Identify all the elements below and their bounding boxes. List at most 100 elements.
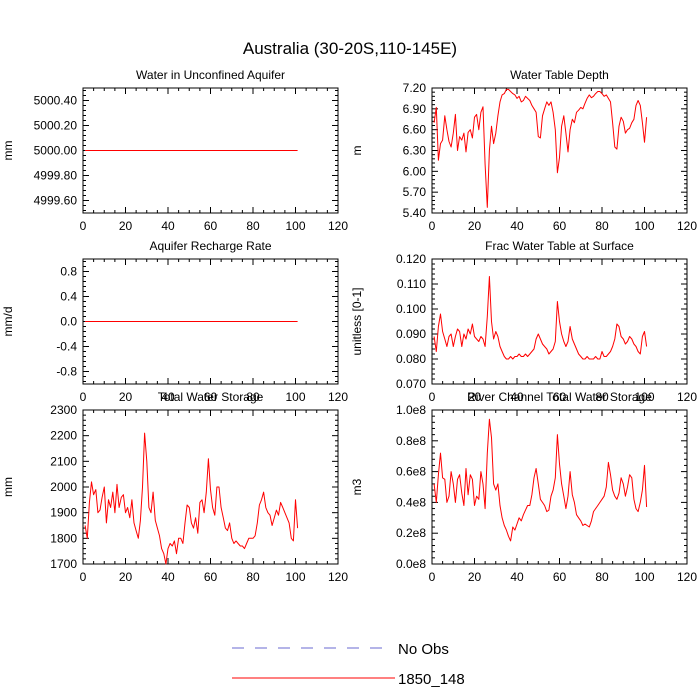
y-tick-label: 6.30 [403, 144, 427, 158]
x-tick-label: 80 [595, 219, 609, 233]
x-tick-label: 20 [468, 570, 482, 584]
y-tick-label: 1.0e8 [396, 403, 426, 417]
x-tick-label: 60 [553, 219, 567, 233]
x-tick-label: 40 [161, 390, 175, 404]
legend-1850-label: 1850_148 [398, 671, 465, 688]
x-tick-label: 100 [634, 390, 654, 404]
panels: Water in Unconfined Aquifer mm 0 20 40 60 80 10… [1, 68, 697, 584]
x-tick-label: 20 [119, 219, 133, 233]
series-line-1850-148 [84, 432, 299, 565]
y-tick-label: 4999.80 [34, 169, 78, 183]
panel-title: Water in Unconfined Aquifer [136, 68, 285, 82]
panel-4: Frac Water Table at Surface unitless [0-1… [350, 239, 697, 404]
x-tick-label: 120 [677, 390, 697, 404]
y-tick-label: -0.4 [56, 340, 77, 354]
x-tick-label: 80 [246, 219, 260, 233]
panel-3: Aquifer Recharge Rate mm/d 0 20 40 60 80 100 120… [1, 239, 348, 404]
x-tick-label: 60 [204, 570, 218, 584]
x-tick-label: 80 [246, 570, 260, 584]
x-tick-label: 0 [80, 390, 87, 404]
y-tick-label: 5000.40 [34, 94, 78, 108]
x-tick-label: 120 [677, 570, 697, 584]
panel-6: River Channel Total Water Storage m3 0 20 40… [350, 390, 697, 584]
y-axis-label: m3 [350, 478, 364, 495]
y-tick-label: 1700 [50, 557, 77, 571]
y-tick-label: 6.90 [403, 102, 427, 116]
y-tick-label: 6.00 [403, 164, 427, 178]
y-tick-label: 5000.00 [34, 144, 78, 158]
x-tick-label: 40 [510, 219, 524, 233]
y-tick-label: 2100 [50, 454, 77, 468]
panel-title: Water Table Depth [510, 68, 609, 82]
x-tick-label: 20 [119, 570, 133, 584]
x-tick-label: 0 [80, 570, 87, 584]
y-tick-label: 0.4e8 [396, 495, 426, 509]
x-tick-label: 60 [204, 219, 218, 233]
y-tick-label: 0.0e8 [396, 557, 426, 571]
y-tick-label: 6.60 [403, 123, 427, 137]
x-tick-label: 60 [553, 570, 567, 584]
y-tick-label: 0.2e8 [396, 526, 426, 540]
y-tick-label: 7.20 [403, 81, 427, 95]
legend: No Obs 1850_148 [232, 641, 465, 688]
x-tick-label: 100 [634, 219, 654, 233]
y-tick-label: 0.080 [396, 352, 426, 366]
x-tick-label: 60 [204, 390, 218, 404]
x-tick-label: 0 [429, 219, 436, 233]
y-tick-label: 0.4 [60, 290, 77, 304]
series-line-1850-148 [433, 88, 648, 208]
x-tick-label: 60 [553, 390, 567, 404]
x-tick-label: 20 [468, 219, 482, 233]
y-axis-label: mm [1, 477, 15, 497]
panel-title: River Channel Total Water Storage [467, 390, 652, 404]
x-tick-label: 40 [161, 219, 175, 233]
y-tick-label: 0.090 [396, 327, 426, 341]
y-tick-label: 4999.60 [34, 194, 78, 208]
x-tick-label: 100 [285, 390, 305, 404]
y-tick-label: 0.070 [396, 377, 426, 391]
y-axis-label: mm/d [1, 307, 15, 337]
y-tick-label: 5.40 [403, 206, 427, 220]
y-tick-label: 0.8 [60, 265, 77, 279]
y-tick-label: 0.6e8 [396, 465, 426, 479]
x-tick-label: 40 [161, 570, 175, 584]
panel-title: Frac Water Table at Surface [485, 239, 634, 253]
x-tick-label: 40 [510, 570, 524, 584]
x-tick-label: 20 [468, 390, 482, 404]
panel-1: Water in Unconfined Aquifer mm 0 20 40 60 80 10… [1, 68, 348, 233]
y-axis-label: unitless [0-1] [350, 287, 364, 355]
panel-5: Total Water Storage mm 0 20 40 60 80 100 120 1700… [1, 390, 348, 584]
x-tick-label: 120 [328, 390, 348, 404]
x-tick-label: 100 [285, 570, 305, 584]
plot-frame [431, 409, 688, 565]
y-tick-label: 2300 [50, 403, 77, 417]
x-tick-label: 100 [634, 570, 654, 584]
x-tick-label: 40 [510, 390, 524, 404]
series-line-1850-148 [433, 418, 648, 542]
y-tick-label: 5000.20 [34, 119, 78, 133]
x-tick-label: 0 [429, 570, 436, 584]
y-tick-label: 2000 [50, 480, 77, 494]
x-tick-label: 120 [328, 570, 348, 584]
legend-no-obs-label: No Obs [398, 641, 449, 658]
x-tick-label: 0 [429, 390, 436, 404]
x-tick-label: 80 [246, 390, 260, 404]
x-tick-label: 120 [328, 219, 348, 233]
y-tick-label: 2200 [50, 429, 77, 443]
x-tick-label: 20 [119, 390, 133, 404]
y-axis-label: m [350, 146, 364, 156]
y-tick-label: 0.100 [396, 302, 426, 316]
y-tick-label: 1800 [50, 531, 77, 545]
y-tick-label: 0.0 [60, 315, 77, 329]
panel-2: Water Table Depth m 0 20 40 60 80 100 120 5.40 5.7… [350, 68, 697, 233]
y-axis-label: mm [1, 141, 15, 161]
x-tick-label: 100 [285, 219, 305, 233]
y-tick-label: 1900 [50, 506, 77, 520]
y-tick-label: -0.8 [56, 365, 77, 379]
x-tick-label: 120 [677, 219, 697, 233]
panel-title: Total Water Storage [158, 390, 264, 404]
x-tick-label: 0 [80, 219, 87, 233]
y-tick-label: 5.70 [403, 185, 427, 199]
x-tick-label: 80 [595, 390, 609, 404]
